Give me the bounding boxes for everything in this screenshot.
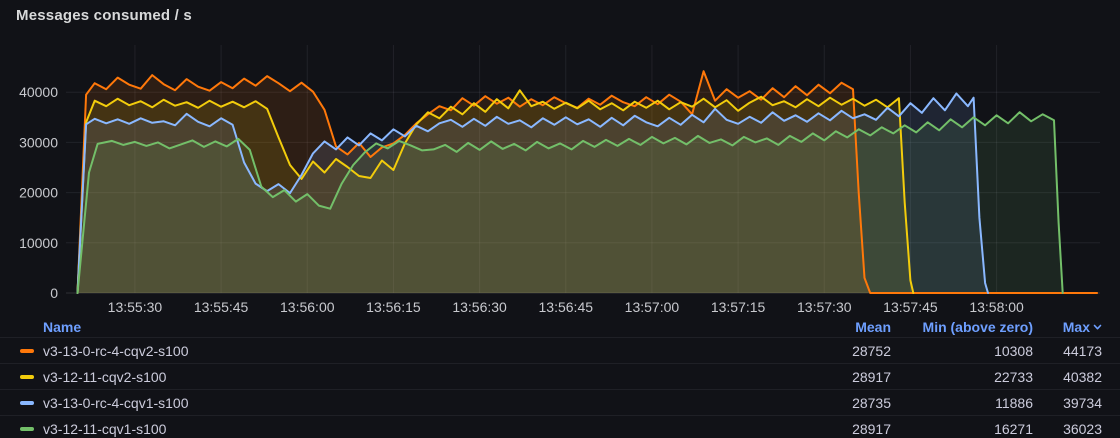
series-line-v3-13-0-rc-4-cqv1-s100 — [76, 92, 989, 294]
series-toggle[interactable]: v3-12-11-cqv1-s100 — [20, 421, 791, 437]
series-name: v3-12-11-cqv1-s100 — [43, 420, 167, 437]
column-header-mean[interactable]: Mean — [855, 318, 891, 335]
time-series-chart[interactable]: 0 10000 20000 30000 40000 13:55:30 13:55:45 13:… — [0, 0, 1120, 316]
series-swatch — [20, 374, 34, 379]
legend-row: v3-12-11-cqv2-s100 28917 22733 40382 — [0, 363, 1120, 389]
y-tick-label: 30000 — [19, 134, 58, 150]
min-value: 10308 — [994, 342, 1033, 359]
y-tick-label: 20000 — [19, 185, 58, 201]
series-line-v3-13-0-rc-4-cqv2-s100 — [76, 70, 1099, 294]
mean-value: 28735 — [852, 394, 891, 411]
legend-row: v3-13-0-rc-4-cqv1-s100 28735 11886 39734 — [0, 389, 1120, 415]
x-tick-label: 13:56:00 — [280, 299, 335, 315]
column-header-min[interactable]: Min (above zero) — [922, 318, 1033, 335]
x-tick-label: 13:55:45 — [194, 299, 249, 315]
series-area-v3-13-0-rc-4-cqv2-s100 — [77, 71, 1098, 293]
min-value: 22733 — [994, 368, 1033, 385]
mean-value: 28917 — [852, 420, 891, 437]
min-value: 11886 — [995, 394, 1033, 411]
series-toggle[interactable]: v3-13-0-rc-4-cqv2-s100 — [20, 343, 791, 359]
column-header-name[interactable]: Name — [43, 318, 82, 335]
legend-header-row: Name Mean Min (above zero) Max — [0, 316, 1120, 337]
y-tick-label: 40000 — [19, 84, 58, 100]
y-tick-label: 10000 — [19, 235, 58, 251]
max-value: 39734 — [1063, 394, 1102, 411]
series-swatch — [20, 400, 34, 405]
x-tick-label: 13:57:30 — [797, 299, 852, 315]
column-header-max[interactable]: Max — [1033, 318, 1102, 335]
min-value: 16271 — [994, 420, 1033, 437]
panel-title[interactable]: Messages consumed / s — [16, 7, 192, 24]
series-line-v3-12-11-cqv2-s100 — [76, 89, 915, 294]
x-tick-label: 13:57:45 — [883, 299, 938, 315]
mean-value: 28752 — [852, 342, 891, 359]
series-swatch — [20, 426, 34, 431]
series-name: v3-13-0-rc-4-cqv2-s100 — [43, 342, 189, 359]
x-tick-label: 13:56:30 — [452, 299, 507, 315]
max-value: 36023 — [1063, 420, 1102, 437]
series-toggle[interactable]: v3-12-11-cqv2-s100 — [20, 369, 791, 385]
series-name: v3-12-11-cqv2-s100 — [43, 368, 167, 385]
x-tick-label: 13:55:30 — [108, 299, 163, 315]
legend-row: v3-13-0-rc-4-cqv2-s100 28752 10308 44173 — [0, 337, 1120, 363]
series-name: v3-13-0-rc-4-cqv1-s100 — [43, 394, 189, 411]
mean-value: 28917 — [852, 368, 891, 385]
x-tick-label: 13:57:00 — [625, 299, 680, 315]
max-value: 44173 — [1063, 342, 1102, 359]
x-tick-label: 13:58:00 — [969, 299, 1024, 315]
max-value: 40382 — [1063, 368, 1102, 385]
sort-desc-icon — [1093, 318, 1102, 334]
legend-row: v3-12-11-cqv1-s100 28917 16271 36023 — [0, 415, 1120, 438]
series-line-v3-12-11-cqv1-s100 — [76, 111, 1064, 294]
x-tick-label: 13:57:15 — [711, 299, 766, 315]
series-area-v3-13-0-rc-4-cqv1-s100 — [77, 93, 988, 293]
x-tick-label: 13:56:45 — [539, 299, 594, 315]
series-toggle[interactable]: v3-13-0-rc-4-cqv1-s100 — [20, 395, 791, 411]
x-tick-label: 13:56:15 — [366, 299, 421, 315]
series-area-v3-12-11-cqv1-s100 — [77, 112, 1063, 293]
series-swatch — [20, 348, 34, 353]
legend-table: Name Mean Min (above zero) Max v3-13-0-r… — [0, 316, 1120, 438]
y-tick-label: 0 — [50, 285, 58, 301]
